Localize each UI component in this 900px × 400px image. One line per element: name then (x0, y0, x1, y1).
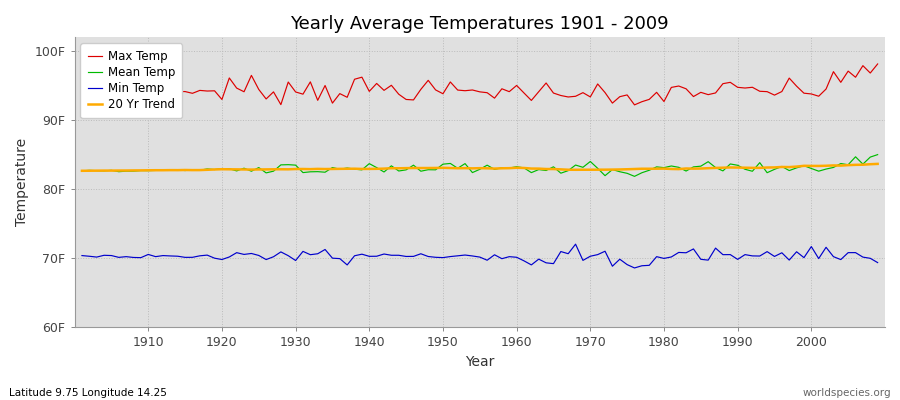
Max Temp (504, 89, 515, 94)
Mean Temp (872, 152, 883, 157)
20 Yr Trend (136, 168, 147, 173)
Min Temp (76, 253, 87, 258)
Max Temp (872, 62, 883, 66)
Max Temp (76, 86, 87, 91)
Mean Temp (76, 168, 87, 173)
Mean Temp (298, 170, 309, 175)
Max Temp (511, 83, 522, 88)
Min Temp (298, 249, 309, 254)
Title: Yearly Average Temperatures 1901 - 2009: Yearly Average Temperatures 1901 - 2009 (291, 15, 669, 33)
20 Yr Trend (872, 162, 883, 166)
Max Temp (136, 87, 147, 92)
Mean Temp (136, 168, 147, 173)
Max Temp (599, 90, 610, 95)
Text: worldspecies.org: worldspecies.org (803, 388, 891, 398)
Max Temp (629, 102, 640, 107)
Mean Temp (342, 166, 353, 170)
Line: Mean Temp: Mean Temp (82, 155, 878, 176)
Line: 20 Yr Trend: 20 Yr Trend (82, 164, 878, 171)
20 Yr Trend (511, 165, 522, 170)
Min Temp (342, 262, 353, 267)
Min Temp (872, 260, 883, 265)
Y-axis label: Temperature: Temperature (15, 138, 29, 226)
Text: Latitude 9.75 Longitude 14.25: Latitude 9.75 Longitude 14.25 (9, 388, 166, 398)
Max Temp (342, 95, 353, 100)
Min Temp (136, 255, 147, 260)
Line: Max Temp: Max Temp (82, 64, 878, 105)
Mean Temp (511, 164, 522, 169)
Min Temp (571, 242, 581, 246)
Mean Temp (629, 174, 640, 179)
Mean Temp (504, 166, 515, 170)
20 Yr Trend (342, 166, 353, 171)
Legend: Max Temp, Mean Temp, Min Temp, 20 Yr Trend: Max Temp, Mean Temp, Min Temp, 20 Yr Tre… (80, 43, 182, 118)
X-axis label: Year: Year (465, 355, 494, 369)
Line: Min Temp: Min Temp (82, 244, 878, 268)
20 Yr Trend (298, 166, 309, 171)
Min Temp (504, 254, 515, 259)
Min Temp (607, 264, 617, 269)
Min Temp (511, 255, 522, 260)
20 Yr Trend (599, 167, 610, 172)
Max Temp (298, 92, 309, 96)
Min Temp (629, 266, 640, 270)
20 Yr Trend (76, 168, 87, 173)
20 Yr Trend (504, 166, 515, 170)
Mean Temp (599, 173, 610, 178)
